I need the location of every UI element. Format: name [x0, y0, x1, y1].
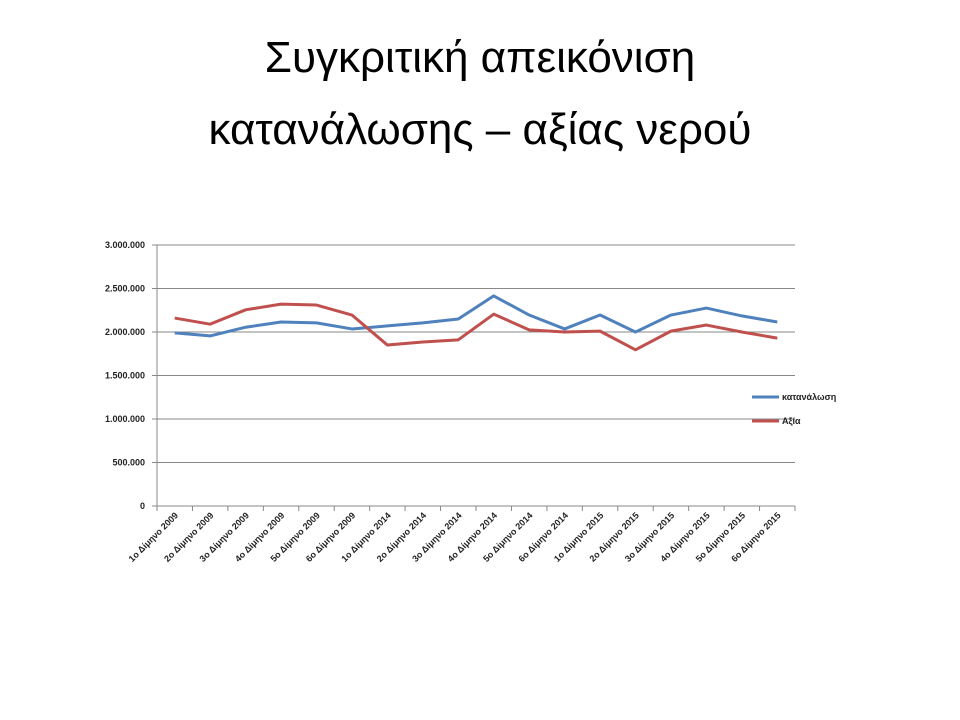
y-tick-label: 2.500.000: [105, 284, 145, 294]
y-tick-label: 3.000.000: [105, 240, 145, 250]
y-tick-label: 1.500.000: [105, 371, 145, 381]
data-line: [174, 302, 778, 352]
legend-label: Αξία: [782, 416, 801, 426]
data-line: [174, 294, 778, 338]
y-tick-label: 500.000: [112, 458, 145, 468]
y-tick-label: 0: [140, 501, 145, 511]
legend-label: κατανάλωση: [782, 392, 836, 402]
y-tick-label: 2.000.000: [105, 327, 145, 337]
chart-title: Συγκριτική απεικόνιση κατανάλωσης – αξία…: [208, 33, 752, 154]
y-tick-label: 1.000.000: [105, 414, 145, 424]
